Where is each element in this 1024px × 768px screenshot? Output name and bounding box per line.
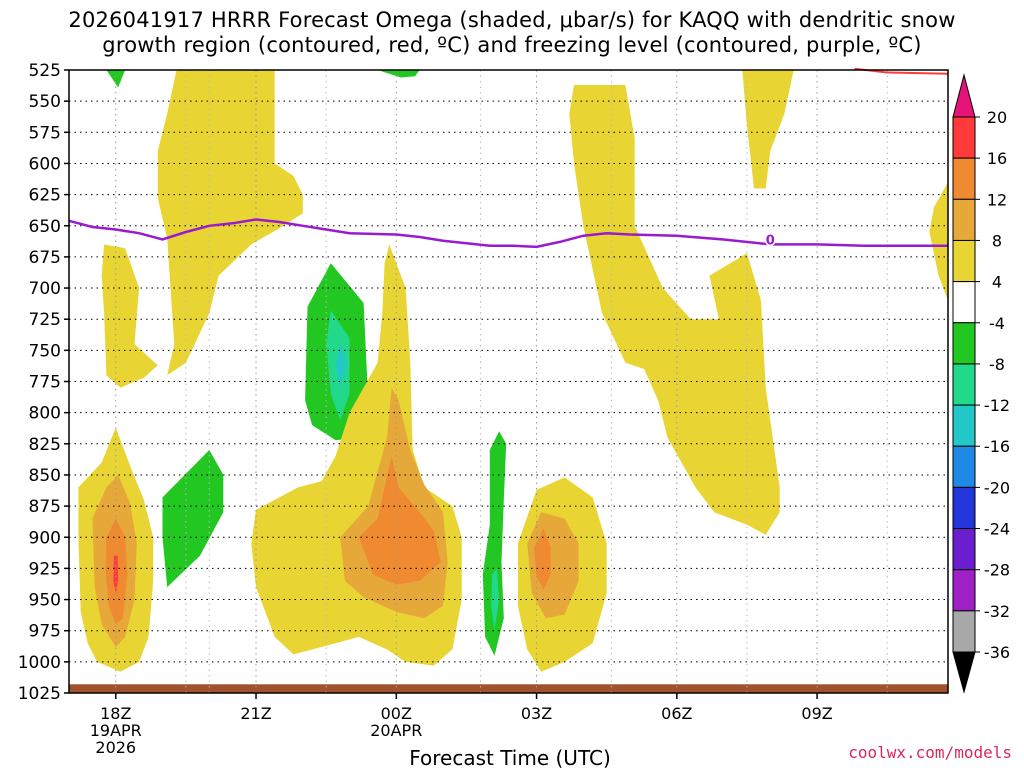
colorbar: 20 16 12 8 4 -4 -8 -12 -16 -20 -24 -28 -32 -36 (952, 73, 1010, 694)
colorbar-label: -12 (984, 396, 1010, 415)
omega-shading-layer (69, 70, 948, 693)
colorbar-bin-6 (952, 363, 976, 406)
y-tick-label: 550 (29, 92, 61, 112)
y-tick-label: 750 (29, 341, 61, 361)
x-tick-label: 03Z (521, 704, 552, 723)
axes-layer: 525 550 575 600 625 650 675 700 725 750 775 800 825 8… (18, 61, 949, 757)
x-tick-label: 20APR (370, 721, 422, 740)
colorbar-label: 8 (992, 231, 1002, 250)
omega-region-9 (335, 344, 348, 388)
y-tick-label: 775 (29, 373, 61, 393)
y-tick-label: 1025 (18, 684, 61, 704)
x-axis-label: Forecast Time (UTC) (409, 746, 611, 768)
omega-region-5 (742, 70, 794, 189)
y-tick-label: 600 (29, 154, 61, 174)
colorbar-bin-1 (952, 157, 976, 200)
omega-region-4 (569, 85, 780, 535)
colorbar-label: 20 (987, 108, 1007, 127)
credit-watermark: coolwx.com/models (848, 743, 1012, 762)
omega-region-19 (491, 568, 500, 631)
colorbar-bin-0 (952, 116, 976, 159)
colorbar-bin-4 (952, 281, 976, 324)
colorbar-bin-7 (952, 404, 976, 447)
omega-region-22 (534, 528, 551, 590)
y-tick-label: 825 (29, 435, 61, 455)
y-tick-label: 925 (29, 559, 61, 579)
colorbar-label: -36 (984, 643, 1010, 662)
colorbar-label: -28 (984, 561, 1010, 580)
colorbar-bin-2 (952, 198, 976, 241)
y-tick-label: 875 (29, 497, 61, 517)
omega-region-1 (377, 70, 420, 78)
x-tick-label: 18Z (100, 704, 131, 723)
x-tick-label: 2026 (95, 738, 136, 757)
x-tick-label: 00Z (381, 704, 412, 723)
colorbar-label: -16 (984, 437, 1010, 456)
x-tick-label: 19APR (90, 721, 142, 740)
colorbar-label: 12 (987, 190, 1007, 209)
colorbar-bin-10 (952, 528, 976, 571)
colorbar-label: 4 (992, 273, 1002, 292)
colorbar-bin-8 (952, 445, 976, 488)
omega-region-17 (358, 456, 441, 585)
y-tick-label: 650 (29, 217, 61, 237)
omega-region-14 (162, 450, 224, 588)
colorbar-label: -24 (984, 520, 1010, 539)
x-tick-label: 06Z (661, 704, 692, 723)
freezing-level-label: 0 (766, 233, 775, 248)
colorbar-label: -4 (989, 314, 1005, 333)
x-tick-label: 09Z (801, 704, 832, 723)
y-tick-label: 525 (29, 61, 61, 81)
y-tick-label: 1000 (18, 653, 61, 673)
freezing-level-line (68, 218, 948, 249)
colorbar-bin-3 (952, 239, 976, 283)
omega-region-13 (113, 555, 119, 594)
omega-region-18 (482, 431, 507, 656)
colorbar-label: 16 (987, 149, 1007, 168)
colorbar-under-arrow (952, 651, 976, 694)
y-tick-label: 975 (29, 622, 61, 642)
x-tick-label: 21Z (240, 704, 271, 723)
y-tick-label: 700 (29, 279, 61, 299)
colorbar-bin-11 (952, 569, 976, 612)
ground-terrain (69, 684, 948, 693)
y-tick-label: 800 (29, 404, 61, 424)
chart-title-line-2: growth region (contoured, red, ºC) and f… (102, 33, 922, 57)
grid-layer (69, 70, 948, 693)
omega-region-6 (929, 182, 948, 301)
colorbar-over-arrow (952, 73, 976, 118)
omega-region-3 (101, 244, 158, 388)
colorbar-label: -8 (989, 355, 1005, 374)
colorbar-label: -32 (984, 602, 1010, 621)
chart-title-line-1: 2026041917 HRRR Forecast Omega (shaded, … (68, 8, 956, 32)
y-tick-label: 575 (29, 123, 61, 143)
colorbar-bin-5 (952, 322, 976, 365)
y-tick-label: 900 (29, 528, 61, 548)
colorbar-bin-12 (952, 610, 976, 653)
colorbar-bin-9 (952, 486, 976, 530)
y-tick-label: 625 (29, 186, 61, 206)
y-tick-label: 725 (29, 310, 61, 330)
y-tick-label: 675 (29, 248, 61, 268)
colorbar-label: -20 (984, 478, 1010, 497)
y-tick-label: 950 (29, 591, 61, 611)
y-tick-label: 850 (29, 466, 61, 486)
omega-region-0 (106, 70, 126, 88)
